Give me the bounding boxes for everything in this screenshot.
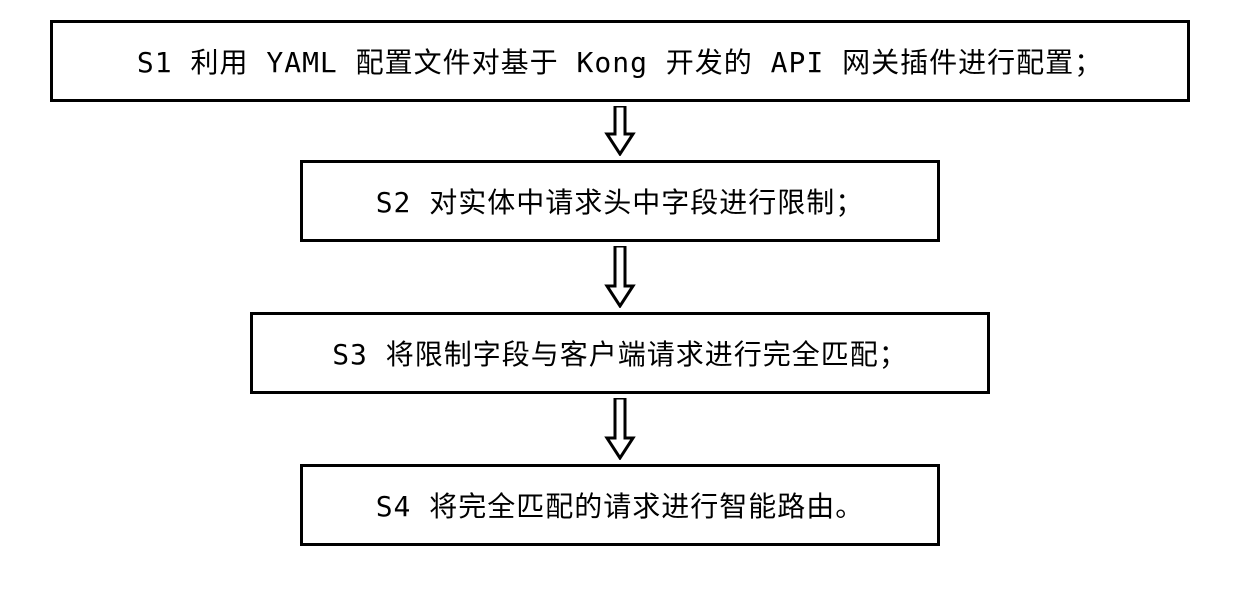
flowchart-container: S1 利用 YAML 配置文件对基于 Kong 开发的 API 网关插件进行配置… bbox=[50, 20, 1190, 546]
flowchart-node-s1: S1 利用 YAML 配置文件对基于 Kong 开发的 API 网关插件进行配置… bbox=[50, 20, 1190, 102]
flowchart-arrow-3 bbox=[603, 398, 637, 460]
flowchart-node-s2: S2 对实体中请求头中字段进行限制； bbox=[300, 160, 940, 242]
flowchart-node-s4: S4 将完全匹配的请求进行智能路由。 bbox=[300, 464, 940, 546]
arrow-icon bbox=[603, 246, 637, 308]
arrow-icon bbox=[603, 106, 637, 156]
arrow-icon bbox=[603, 398, 637, 460]
flowchart-node-s3: S3 将限制字段与客户端请求进行完全匹配； bbox=[250, 312, 990, 394]
flowchart-arrow-1 bbox=[603, 106, 637, 156]
flowchart-arrow-2 bbox=[603, 246, 637, 308]
